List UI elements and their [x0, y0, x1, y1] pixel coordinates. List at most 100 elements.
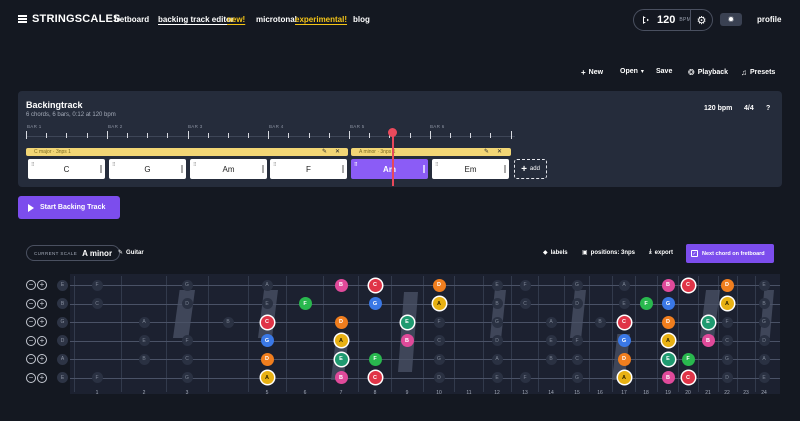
fret-note-inactive[interactable]: A — [618, 279, 630, 291]
add-chord-button[interactable]: + add — [514, 159, 547, 179]
profile-link[interactable]: profile — [757, 15, 782, 24]
fretboard[interactable]: − + E − + B − + G − + D − + A − + E F G A E F G A E C D E B C D E B A B F G A B… — [0, 270, 800, 421]
labels-button[interactable]: ◆ labels — [543, 249, 568, 257]
scale-note[interactable]: D — [617, 352, 631, 366]
fret-note-inactive[interactable]: F — [519, 372, 531, 383]
fret-note-inactive[interactable]: G — [571, 279, 583, 291]
chord-tone-note[interactable]: C — [681, 371, 695, 384]
logo[interactable]: STRINGSCALES — [18, 13, 121, 25]
fret-note-inactive[interactable]: C — [721, 335, 733, 346]
scale-note[interactable]: B — [334, 278, 348, 292]
tempo-control[interactable]: 120 BPM ⚙ — [633, 9, 713, 31]
chord-tone-note[interactable]: A — [617, 371, 631, 384]
resize-handle[interactable] — [423, 165, 425, 173]
resize-handle[interactable] — [100, 165, 102, 173]
fret-note-inactive[interactable]: E — [758, 372, 770, 383]
fret-note-inactive[interactable]: A — [491, 353, 503, 365]
gear-icon[interactable]: ⚙ — [690, 10, 712, 30]
fret-note-inactive[interactable]: B — [758, 298, 770, 309]
scale-note[interactable]: F — [368, 352, 382, 366]
chord-tone-note[interactable]: E — [400, 315, 414, 329]
plus-icon[interactable]: + — [37, 335, 47, 346]
current-scale-selector[interactable]: CURRENT SCALE A minor — [26, 245, 121, 261]
fret-note-inactive[interactable]: G — [181, 372, 193, 383]
scale-strip[interactable]: A minor · 3nps 1 ✎ ✕ — [351, 148, 511, 156]
resize-handle[interactable] — [181, 165, 183, 173]
open-string-note[interactable]: B — [57, 298, 68, 309]
chord-tone-note[interactable]: A — [260, 371, 274, 384]
scale-note[interactable]: F — [639, 297, 653, 310]
fret-note-inactive[interactable]: D — [433, 372, 445, 383]
scale-note[interactable]: B — [701, 334, 715, 347]
fret-note-inactive[interactable]: F — [519, 279, 531, 291]
instrument-selector[interactable]: ✎ Guitar — [118, 249, 144, 257]
fret-note-inactive[interactable]: G — [181, 279, 193, 291]
chord-block-active[interactable]: ⠿ Am — [351, 159, 428, 179]
fret-note-inactive[interactable]: A — [138, 316, 150, 328]
open-string-note[interactable]: A — [57, 353, 68, 365]
fret-note-inactive[interactable]: A — [261, 279, 273, 291]
scale-note[interactable]: D — [334, 315, 348, 329]
chord-tone-note[interactable]: C — [681, 278, 695, 292]
fret-note-inactive[interactable]: D — [571, 298, 583, 309]
fret-note-inactive[interactable]: G — [571, 372, 583, 383]
chord-tone-note[interactable]: A — [661, 334, 675, 347]
scale-note[interactable]: F — [681, 352, 695, 366]
fret-note-inactive[interactable]: D — [181, 298, 193, 309]
scale-note[interactable]: D — [432, 278, 446, 292]
fret-note-inactive[interactable]: C — [91, 298, 103, 309]
panel-bpm[interactable]: 120 bpm — [704, 105, 733, 112]
resize-handle[interactable] — [504, 165, 506, 173]
fret-note-inactive[interactable]: F — [433, 316, 445, 328]
close-icon[interactable]: ✕ — [335, 149, 341, 155]
scale-note[interactable]: D — [661, 315, 675, 329]
tempo-value[interactable]: 120 — [657, 14, 676, 26]
grip-icon[interactable]: ⠿ — [31, 162, 35, 168]
fret-note-inactive[interactable]: F — [721, 316, 733, 328]
scale-note[interactable]: D — [260, 352, 274, 366]
pencil-icon[interactable]: ✎ — [484, 149, 490, 155]
grip-icon[interactable]: ⠿ — [112, 162, 116, 168]
chord-tone-note[interactable]: E — [661, 352, 675, 366]
playhead-handle[interactable] — [388, 128, 397, 137]
pencil-icon[interactable]: ✎ — [322, 149, 328, 155]
timeline[interactable]: BAR 1 BAR 2 BAR 3 BAR 4 BAR 5 BAR 6 — [26, 124, 764, 142]
grip-icon[interactable]: ⠿ — [354, 162, 358, 168]
fret-note-inactive[interactable]: F — [181, 335, 193, 346]
fret-note-inactive[interactable]: E — [138, 335, 150, 346]
fret-note-inactive[interactable]: F — [91, 279, 103, 291]
menu-icon[interactable] — [18, 15, 27, 23]
fret-note-inactive[interactable]: E — [618, 298, 630, 309]
chord-block[interactable]: ⠿ Am — [190, 159, 267, 179]
time-signature[interactable]: 4/4 — [744, 105, 754, 112]
plus-icon[interactable]: + — [37, 298, 47, 309]
chord-block[interactable]: ⠿ F — [270, 159, 347, 179]
chord-tone-note[interactable]: C — [260, 315, 274, 329]
fret-note-inactive[interactable]: D — [758, 335, 770, 346]
chord-tone-note[interactable]: A — [432, 297, 446, 310]
fret-note-inactive[interactable]: E — [491, 372, 503, 383]
export-button[interactable]: ⤓ export — [649, 249, 673, 256]
scale-note[interactable]: B — [334, 371, 348, 384]
fret-note-inactive[interactable]: A — [758, 353, 770, 365]
chord-block[interactable]: ⠿ G — [109, 159, 186, 179]
fret-note-inactive[interactable]: C — [433, 335, 445, 346]
scale-strip[interactable]: C major · 3nps 1 ✎ ✕ — [26, 148, 348, 156]
scale-note[interactable]: F — [298, 297, 312, 310]
chord-tone-note[interactable]: A — [334, 334, 348, 347]
plus-icon[interactable]: + — [37, 317, 47, 327]
fret-note-inactive[interactable]: E — [758, 279, 770, 291]
close-icon[interactable]: ✕ — [497, 149, 503, 155]
fret-note-inactive[interactable]: C — [519, 298, 531, 309]
nav-backing-track-editor[interactable]: backing track editor — [158, 15, 235, 24]
nav-microtonal[interactable]: microtonal — [256, 15, 297, 24]
fret-note-inactive[interactable]: G — [491, 316, 503, 328]
fret-note-inactive[interactable]: B — [222, 316, 234, 328]
fret-note-inactive[interactable]: A — [545, 316, 557, 328]
scale-note[interactable]: B — [400, 334, 414, 347]
fret-note-inactive[interactable]: C — [571, 353, 583, 365]
playback-button[interactable]: ❂ Playback — [688, 68, 729, 77]
fret-note-inactive[interactable]: G — [758, 316, 770, 328]
plus-icon[interactable]: + — [37, 372, 47, 383]
resize-handle[interactable] — [342, 165, 344, 173]
